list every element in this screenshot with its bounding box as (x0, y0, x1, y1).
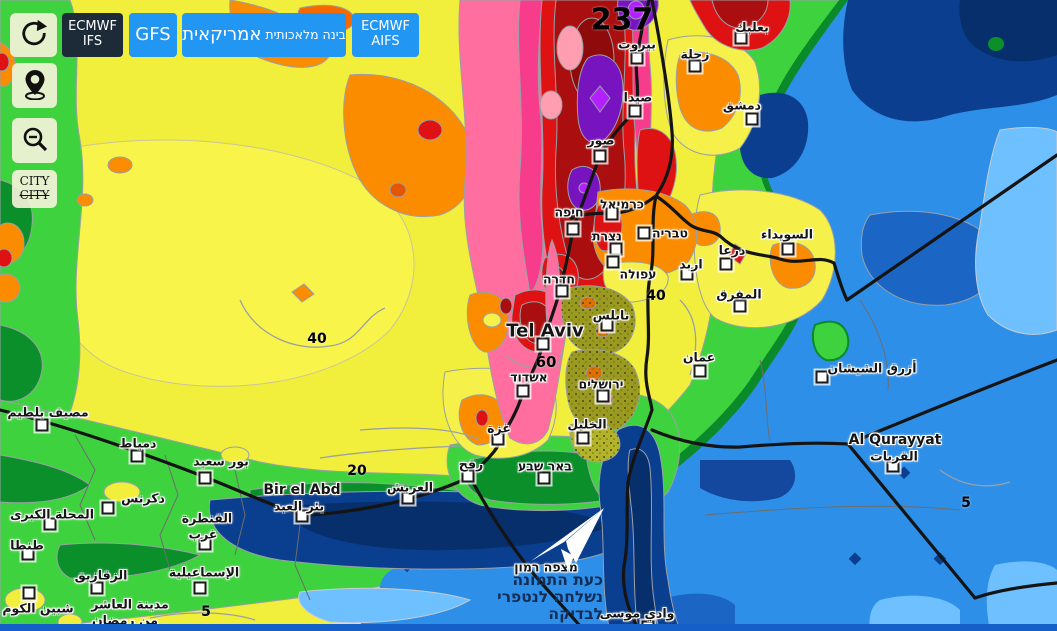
precip-blue-fill (360, 0, 1057, 631)
model-button-ecmwf-ifs[interactable]: ECMWF IFS (62, 13, 123, 57)
magnifier-minus-icon (21, 125, 49, 157)
model-button-label-primary: אמריקאית (182, 23, 262, 45)
model-button-label: ECMWF (68, 19, 117, 35)
contour-lines (149, 299, 1011, 621)
model-button-label: GFS (135, 23, 171, 45)
city-toggle-label-strikethrough: CITY (19, 188, 50, 202)
model-button-label: ECMWF (361, 19, 410, 35)
model-button-label: IFS (82, 34, 103, 49)
refresh-button[interactable] (10, 13, 57, 57)
precip-negev (446, 392, 681, 631)
model-button-ecmwf-aifs[interactable]: ECMWF AIFS (352, 13, 419, 57)
model-button-ai[interactable]: אמריקאית בינה מלאכותית (182, 13, 346, 57)
district-lines (74, 299, 961, 601)
zoom-out-button[interactable] (12, 118, 57, 163)
precip-blue-details (399, 0, 1057, 631)
locate-button[interactable] (12, 63, 57, 108)
refresh-icon (20, 19, 48, 51)
city-labels-toggle-button[interactable]: CITY CITY (12, 170, 57, 208)
city-toggle-label: CITY (19, 174, 50, 189)
model-button-label-secondary: בינה מלאכותית (265, 27, 346, 42)
location-pin-icon (20, 68, 50, 104)
model-button-gfs[interactable]: GFS (129, 13, 177, 57)
model-button-label: AIFS (371, 34, 400, 49)
bottom-bar (0, 624, 1057, 631)
